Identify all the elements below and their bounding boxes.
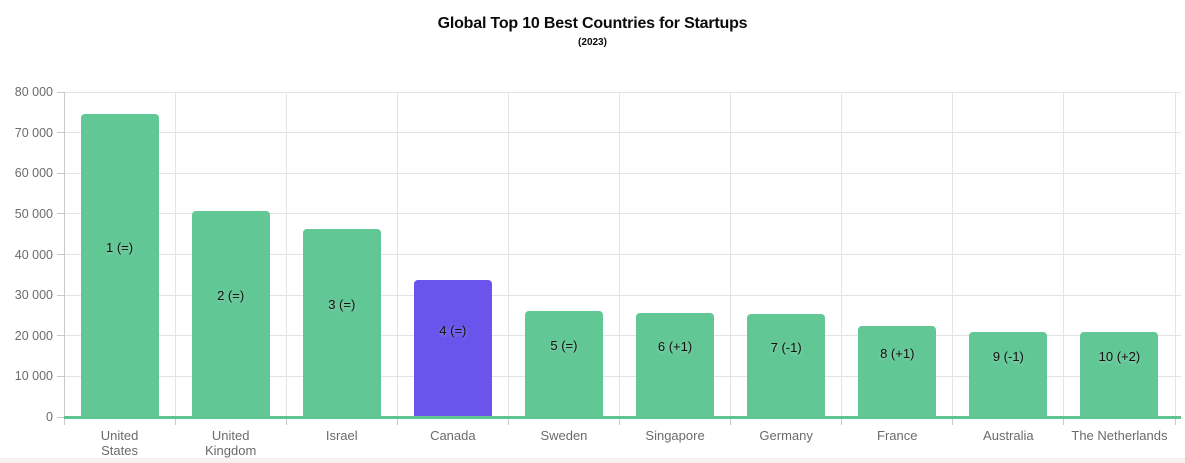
chart-title: Global Top 10 Best Countries for Startup…	[437, 15, 748, 32]
bar-the-netherlands[interactable]: 10 (+2)	[1080, 332, 1159, 417]
bar-france[interactable]: 8 (+1)	[858, 326, 937, 417]
x-gridline	[952, 92, 954, 417]
y-tick-label: 0	[46, 410, 53, 424]
x-gridline	[619, 92, 620, 417]
bar-rank-label: 9 (-1)	[992, 348, 1024, 364]
x-category-label: Germany	[759, 428, 813, 443]
y-gridline	[64, 335, 1181, 337]
x-axis-tick	[285, 419, 287, 425]
y-gridline	[64, 294, 1181, 296]
bar-singapore[interactable]: 6 (+1)	[636, 313, 715, 417]
y-tick-label: 70 000	[14, 125, 53, 140]
y-axis-tick	[57, 254, 64, 255]
bar-rank-label: 7 (-1)	[770, 339, 802, 355]
bar-israel[interactable]: 3 (=)	[302, 229, 381, 417]
bar-rank-label: 3 (=)	[328, 297, 356, 312]
x-category-label: United States	[100, 428, 139, 458]
y-gridline	[64, 132, 1181, 134]
x-axis-baseline	[64, 415, 1181, 419]
x-axis-tick	[396, 419, 398, 425]
x-axis-tick	[507, 419, 509, 425]
x-gridline	[507, 92, 509, 417]
y-tick-label: 80 000	[14, 85, 53, 99]
x-axis-tick	[952, 419, 954, 425]
x-gridline	[1063, 92, 1065, 417]
bar-germany[interactable]: 7 (-1)	[747, 314, 826, 417]
x-gridline	[174, 92, 176, 417]
x-category-label: Canada	[430, 428, 476, 443]
x-axis-tick	[1174, 419, 1176, 425]
bar-canada[interactable]: 4 (=)	[413, 280, 492, 417]
x-axis-tick	[1063, 419, 1065, 425]
bar-united-states[interactable]: 1 (=)	[80, 114, 159, 417]
x-gridline	[841, 92, 843, 417]
bar-united-kingdom[interactable]: 2 (=)	[191, 211, 270, 417]
bar-rank-label: 8 (+1)	[880, 345, 915, 361]
x-category-label: The Netherlands	[1071, 428, 1168, 443]
bar-sweden[interactable]: 5 (=)	[524, 311, 603, 417]
x-category-label: Israel	[325, 428, 358, 443]
y-gridline	[64, 91, 1181, 93]
x-category-label: Sweden	[540, 428, 588, 443]
bar-rank-label: 10 (+2)	[1098, 348, 1141, 364]
x-category-label: United Kingdom	[204, 428, 257, 458]
bottom-page-strip	[0, 458, 1185, 463]
x-gridline	[1174, 92, 1176, 417]
y-axis-tick	[57, 91, 64, 93]
x-category-label: Singapore	[645, 428, 705, 443]
y-axis-tick	[57, 416, 64, 418]
y-tick-label: 10 000	[14, 369, 53, 384]
y-gridline	[64, 172, 1181, 174]
y-axis-tick	[57, 132, 64, 134]
chart-subtitle: (2023)	[578, 37, 607, 48]
y-tick-label: 60 000	[14, 166, 53, 181]
bar-rank-label: 1 (=)	[106, 239, 134, 255]
bar-rank-label: 4 (=)	[439, 322, 467, 338]
y-axis-tick	[57, 294, 64, 296]
x-axis-tick	[174, 419, 176, 425]
y-tick-label: 50 000	[14, 206, 53, 221]
bar-rank-label: 5 (=)	[550, 338, 578, 353]
y-axis-tick	[57, 213, 64, 215]
y-axis-tick	[57, 172, 64, 174]
y-gridline	[64, 254, 1181, 255]
x-axis-tick	[619, 419, 620, 425]
x-gridline	[730, 92, 732, 417]
y-axis-tick	[57, 335, 64, 337]
x-gridline	[285, 92, 287, 417]
plot-area: 0 10 000 20 000 30 000 40 000 50 000 60 000 70 …	[15, 85, 1185, 458]
x-axis-tick	[730, 419, 732, 425]
x-category-label: France	[877, 428, 918, 443]
y-tick-label: 40 000	[14, 247, 53, 262]
y-gridline	[64, 213, 1181, 215]
y-tick-label: 30 000	[14, 288, 53, 303]
y-axis-tick	[57, 375, 64, 377]
y-axis-line	[63, 92, 65, 425]
x-gridline	[396, 92, 398, 417]
y-tick-label: 20 000	[14, 328, 53, 343]
x-category-label: Australia	[983, 428, 1034, 443]
bar-rank-label: 2 (=)	[217, 288, 245, 303]
y-gridline	[64, 375, 1181, 377]
x-axis-tick	[841, 419, 843, 425]
bar-rank-label: 6 (+1)	[657, 339, 693, 354]
bar-australia[interactable]: 9 (-1)	[969, 332, 1048, 417]
